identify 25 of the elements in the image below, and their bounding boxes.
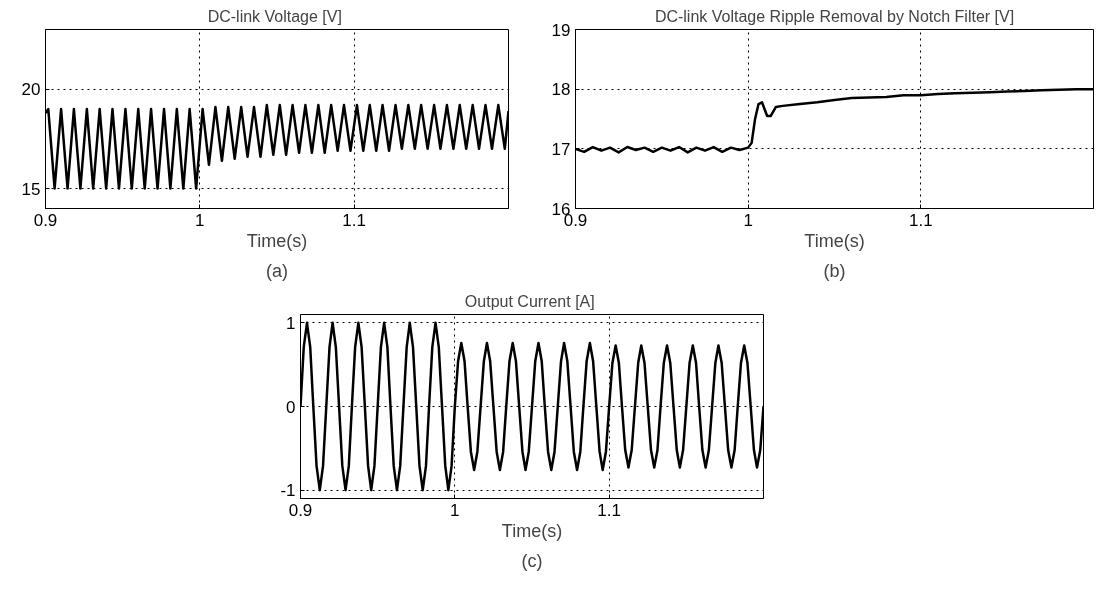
- x-axis-title: Time(s): [501, 520, 563, 541]
- chart-title: DC-link Voltage [V]: [207, 7, 342, 25]
- x-tick-label: 1.1: [597, 500, 621, 520]
- y-tick-label: 18: [551, 80, 571, 100]
- y-tick-label: 19: [551, 20, 571, 40]
- text: (a): [266, 260, 288, 281]
- x-tick-label: 0.9: [33, 210, 58, 230]
- text: (c): [521, 550, 543, 571]
- x-axis-title: Time(s): [804, 230, 865, 251]
- y-tick-label: -1: [280, 481, 296, 501]
- chart-title: DC-link Voltage Ripple Removal by Notch Filter [V]: [654, 7, 1015, 25]
- y-tick-label: 0: [286, 397, 296, 417]
- y-tick-label: 1: [286, 313, 296, 333]
- x-axis-title: Time(s): [246, 230, 308, 251]
- x-tick-label: 0.9: [288, 500, 313, 520]
- chart-title: Output Current [A]: [464, 292, 595, 310]
- text: (b): [823, 260, 846, 281]
- y-tick-label: 20: [21, 80, 41, 100]
- x-tick-label: 1.1: [909, 210, 933, 230]
- x-tick-label: 1: [743, 210, 753, 230]
- x-tick-label: 1: [450, 500, 460, 520]
- x-tick-label: 1: [195, 210, 205, 230]
- x-tick-label: 1.1: [342, 210, 366, 230]
- y-tick-label: 15: [21, 179, 41, 199]
- y-tick-label: 17: [551, 139, 571, 159]
